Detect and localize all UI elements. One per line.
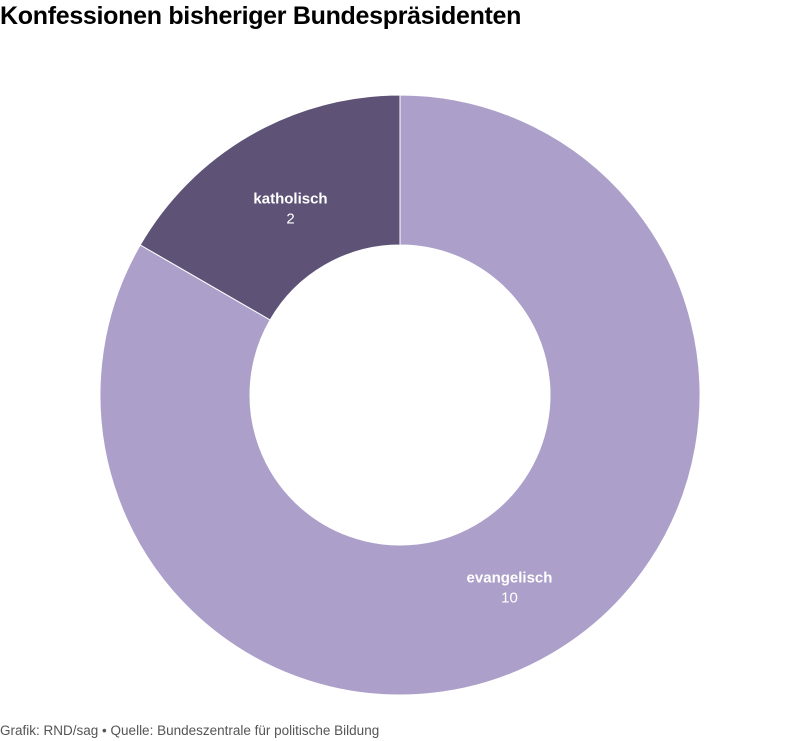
- slice-label-evangelisch: evangelisch: [467, 570, 553, 587]
- slice-labels: katholisch 2 evangelisch 10: [253, 190, 552, 606]
- slice-evangelisch: [99, 94, 701, 696]
- slice-value-katholisch: 2: [286, 210, 294, 227]
- donut-chart: katholisch 2 evangelisch 10: [99, 94, 701, 696]
- slice-label-katholisch: katholisch: [253, 190, 327, 207]
- slice-katholisch: [139, 94, 401, 321]
- footer-source: Quelle: Bundeszentrale für politische Bi…: [110, 723, 380, 738]
- chart-footer: Grafik: RND/sag • Quelle: Bundeszentrale…: [0, 723, 379, 738]
- chart-title: Konfessionen bisheriger Bundespräsidente…: [0, 2, 522, 30]
- slice-value-evangelisch: 10: [501, 590, 518, 607]
- footer-separator: •: [102, 723, 107, 738]
- footer-credit: Grafik: RND/sag: [0, 723, 99, 738]
- donut-slices: [99, 94, 701, 696]
